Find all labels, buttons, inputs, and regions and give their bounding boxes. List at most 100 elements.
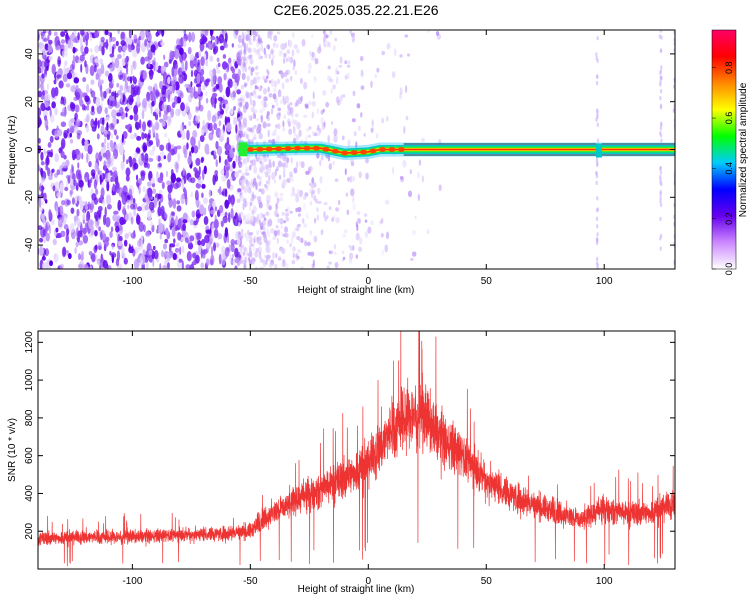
noise-blob — [173, 182, 179, 190]
noise-blob — [272, 93, 277, 100]
noise-blob — [161, 102, 168, 112]
noise-blob — [54, 36, 59, 48]
noise-blob — [220, 168, 225, 176]
noise-blob — [268, 196, 271, 204]
spectrogram-y-tick-label: 0 — [24, 146, 35, 152]
noise-blob — [313, 77, 318, 83]
noise-blob — [270, 58, 274, 66]
noise-blob — [283, 72, 288, 78]
noise-blob — [133, 104, 139, 115]
noise-streak — [595, 256, 599, 262]
noise-blob — [146, 137, 150, 142]
noise-blob — [240, 84, 245, 90]
noise-blob — [125, 175, 130, 182]
noise-blob — [237, 68, 241, 77]
noise-blob — [61, 167, 67, 172]
noise-streak — [596, 196, 599, 201]
noise-blob — [364, 230, 369, 239]
colorbar-tick-label: 0.2 — [724, 212, 734, 225]
noise-blob — [316, 108, 319, 114]
noise-blob — [260, 115, 264, 124]
noise-blob — [58, 59, 61, 65]
noise-blob — [323, 121, 326, 128]
noise-blob — [148, 129, 151, 136]
noise-blob — [246, 30, 251, 33]
noise-blob — [127, 103, 133, 110]
noise-blob — [95, 189, 99, 196]
noise-blob — [284, 95, 290, 104]
noise-blob — [245, 43, 249, 51]
noise-blob — [276, 31, 281, 35]
noise-blob — [242, 66, 245, 73]
noise-streak — [658, 34, 662, 39]
noise-blob — [257, 156, 261, 160]
noise-blob — [337, 199, 341, 206]
noise-blob — [312, 91, 315, 100]
noise-blob — [342, 94, 346, 98]
noise-blob — [38, 206, 44, 212]
noise-blob — [307, 251, 312, 256]
noise-blob — [280, 225, 283, 230]
noise-blob — [399, 54, 403, 58]
noise-blob — [336, 76, 339, 85]
noise-streak — [672, 108, 675, 114]
noise-blob — [95, 152, 100, 162]
noise-blob — [294, 70, 298, 75]
noise-blob — [316, 207, 319, 213]
noise-blob — [209, 69, 213, 78]
noise-blob — [246, 212, 251, 220]
noise-blob — [370, 220, 374, 226]
noise-blob — [360, 69, 364, 75]
noise-blob — [45, 156, 50, 166]
noise-blob — [242, 61, 246, 68]
noise-blob — [421, 137, 425, 142]
noise-blob — [242, 251, 246, 256]
noise-blob — [236, 198, 241, 203]
noise-blob — [355, 232, 360, 241]
noise-blob — [100, 62, 105, 74]
noise-blob — [41, 200, 45, 206]
noise-blob — [268, 262, 273, 268]
noise-blob — [255, 247, 259, 253]
noise-blob — [127, 35, 133, 45]
noise-blob — [84, 266, 91, 269]
noise-blob — [105, 38, 109, 50]
noise-blob — [79, 54, 85, 62]
noise-blob — [70, 102, 76, 112]
noise-blob — [168, 58, 172, 65]
noise-blob — [209, 209, 216, 215]
noise-blob — [346, 59, 351, 65]
noise-blob — [267, 178, 271, 186]
noise-blob — [178, 74, 184, 84]
noise-blob — [351, 175, 355, 182]
noise-blob — [393, 48, 397, 57]
noise-blob — [303, 202, 306, 211]
noise-blob — [287, 105, 291, 111]
noise-blob — [47, 141, 52, 148]
noise-blob — [180, 236, 186, 242]
spectrogram-x-tick-label: 50 — [481, 276, 493, 287]
noise-blob — [170, 217, 175, 228]
noise-blob — [152, 245, 156, 251]
noise-blob — [242, 202, 245, 211]
noise-blob — [311, 34, 314, 38]
signal-track-knot — [312, 145, 320, 151]
noise-blob — [64, 50, 68, 58]
noise-blob — [295, 134, 300, 141]
noise-blob — [275, 253, 278, 259]
noise-blob — [231, 253, 235, 259]
snr-x-axis-label: Height of straight line (km) — [298, 584, 415, 595]
noise-blob — [272, 129, 277, 137]
noise-blob — [148, 201, 155, 211]
noise-blob — [217, 76, 223, 85]
noise-blob — [167, 152, 172, 163]
colorbar-label: Normalized spectral amplitude — [738, 82, 749, 217]
spectrogram-y-axis-label: Frequency (Hz) — [7, 116, 18, 185]
noise-blob — [245, 60, 248, 65]
colorbar-gradient — [712, 30, 736, 269]
noise-blob — [76, 218, 81, 229]
noise-blob — [147, 181, 152, 187]
noise-blob — [292, 246, 296, 252]
noise-blob — [170, 172, 177, 184]
noise-blob — [304, 135, 308, 143]
